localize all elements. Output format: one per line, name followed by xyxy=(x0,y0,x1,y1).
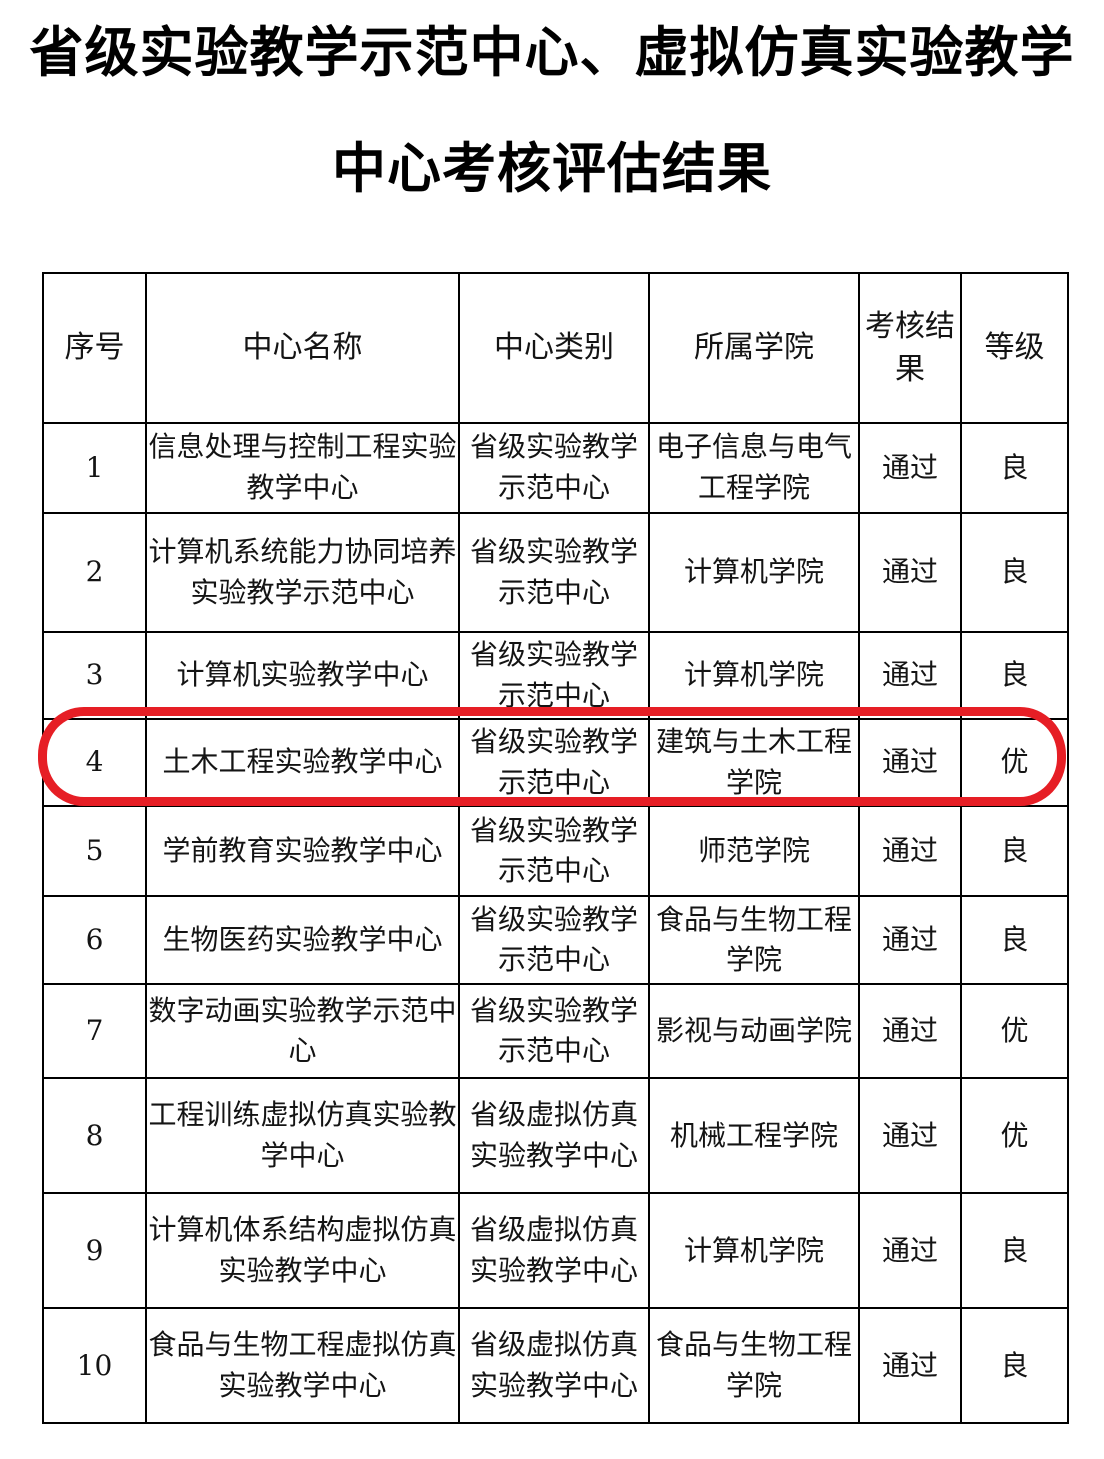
cell-college: 建筑与土木工程学院 xyxy=(648,718,860,808)
cell-grade: 良 xyxy=(960,895,1069,986)
cell-college: 食品与生物工程学院 xyxy=(648,1307,860,1425)
cell-result: 通过 xyxy=(858,630,962,721)
table-row-9: 9 计算机体系结构虚拟仿真实验教学中心 省级虚拟仿真实验教学中心 计算机学院 通… xyxy=(42,1192,1069,1310)
cell-no: 6 xyxy=(42,895,147,986)
cell-name: 数字动画实验教学示范中心 xyxy=(145,983,460,1080)
cell-result: 通过 xyxy=(858,1192,962,1310)
cell-category: 省级虚拟仿真实验教学中心 xyxy=(458,1077,650,1195)
page-title-line-1: 省级实验教学示范中心、虚拟仿真实验教学 xyxy=(29,21,1075,84)
cell-no: 3 xyxy=(42,630,147,721)
table-row-7: 7 数字动画实验教学示范中心 省级实验教学示范中心 影视与动画学院 通过 优 xyxy=(42,983,1069,1080)
table-row-8: 8 工程训练虚拟仿真实验教学中心 省级虚拟仿真实验教学中心 机械工程学院 通过 … xyxy=(42,1077,1069,1195)
cell-result: 通过 xyxy=(858,805,962,898)
cell-name: 工程训练虚拟仿真实验教学中心 xyxy=(145,1077,460,1195)
page-title-line-2: 中心考核评估结果 xyxy=(332,137,772,200)
cell-name: 食品与生物工程虚拟仿真实验教学中心 xyxy=(145,1307,460,1425)
cell-no: 1 xyxy=(42,422,147,514)
cell-category: 省级实验教学示范中心 xyxy=(458,512,650,633)
cell-name: 计算机系统能力协同培养实验教学示范中心 xyxy=(145,512,460,633)
cell-college: 机械工程学院 xyxy=(648,1077,860,1195)
cell-result: 通过 xyxy=(858,512,962,633)
cell-no: 4 xyxy=(42,718,147,808)
cell-grade: 优 xyxy=(960,1077,1069,1195)
cell-grade: 良 xyxy=(960,1192,1069,1310)
header-grade: 等级 xyxy=(960,272,1069,424)
cell-no: 7 xyxy=(42,983,147,1080)
cell-category: 省级实验教学示范中心 xyxy=(458,718,650,808)
cell-grade: 良 xyxy=(960,630,1069,721)
table-row-1: 1 信息处理与控制工程实验教学中心 省级实验教学示范中心 电子信息与电气工程学院… xyxy=(42,422,1069,514)
table-row-5: 5 学前教育实验教学中心 省级实验教学示范中心 师范学院 通过 良 xyxy=(42,805,1069,898)
header-name: 中心名称 xyxy=(145,272,460,424)
cell-grade: 良 xyxy=(960,1307,1069,1425)
cell-grade: 优 xyxy=(960,983,1069,1080)
header-result: 考核结果 xyxy=(858,272,962,424)
cell-result: 通过 xyxy=(858,1307,962,1425)
table-row-4-highlighted: 4 土木工程实验教学中心 省级实验教学示范中心 建筑与土木工程学院 通过 优 xyxy=(42,718,1069,808)
header-college: 所属学院 xyxy=(648,272,860,424)
cell-category: 省级实验教学示范中心 xyxy=(458,630,650,721)
cell-result: 通过 xyxy=(858,1077,962,1195)
cell-grade: 良 xyxy=(960,805,1069,898)
cell-grade: 良 xyxy=(960,512,1069,633)
cell-name: 学前教育实验教学中心 xyxy=(145,805,460,898)
cell-name: 计算机实验教学中心 xyxy=(145,630,460,721)
cell-category: 省级实验教学示范中心 xyxy=(458,422,650,514)
table-row-2: 2 计算机系统能力协同培养实验教学示范中心 省级实验教学示范中心 计算机学院 通… xyxy=(42,512,1069,633)
cell-name: 土木工程实验教学中心 xyxy=(145,718,460,808)
table-row-10: 10 食品与生物工程虚拟仿真实验教学中心 省级虚拟仿真实验教学中心 食品与生物工… xyxy=(42,1307,1069,1425)
cell-name: 计算机体系结构虚拟仿真实验教学中心 xyxy=(145,1192,460,1310)
cell-no: 8 xyxy=(42,1077,147,1195)
table-header-row: 序号 中心名称 中心类别 所属学院 考核结果 等级 xyxy=(42,272,1069,424)
cell-result: 通过 xyxy=(858,718,962,808)
cell-no: 9 xyxy=(42,1192,147,1310)
cell-college: 师范学院 xyxy=(648,805,860,898)
cell-result: 通过 xyxy=(858,422,962,514)
cell-category: 省级虚拟仿真实验教学中心 xyxy=(458,1192,650,1310)
page-title: 省级实验教学示范中心、虚拟仿真实验教学 中心考核评估结果 xyxy=(0,0,1104,196)
cell-name: 信息处理与控制工程实验教学中心 xyxy=(145,422,460,514)
cell-college: 电子信息与电气工程学院 xyxy=(648,422,860,514)
cell-category: 省级实验教学示范中心 xyxy=(458,983,650,1080)
header-category: 中心类别 xyxy=(458,272,650,424)
cell-result: 通过 xyxy=(858,895,962,986)
cell-college: 计算机学院 xyxy=(648,630,860,721)
cell-no: 5 xyxy=(42,805,147,898)
cell-college: 计算机学院 xyxy=(648,1192,860,1310)
cell-name: 生物医药实验教学中心 xyxy=(145,895,460,986)
table-row-3: 3 计算机实验教学中心 省级实验教学示范中心 计算机学院 通过 良 xyxy=(42,630,1069,721)
cell-category: 省级虚拟仿真实验教学中心 xyxy=(458,1307,650,1425)
cell-category: 省级实验教学示范中心 xyxy=(458,895,650,986)
cell-grade: 良 xyxy=(960,422,1069,514)
cell-college: 计算机学院 xyxy=(648,512,860,633)
cell-no: 2 xyxy=(42,512,147,633)
cell-grade: 优 xyxy=(960,718,1069,808)
cell-category: 省级实验教学示范中心 xyxy=(458,805,650,898)
cell-no: 10 xyxy=(42,1307,147,1425)
cell-college: 食品与生物工程学院 xyxy=(648,895,860,986)
header-no: 序号 xyxy=(42,272,147,424)
cell-result: 通过 xyxy=(858,983,962,1080)
assessment-results-table: 序号 中心名称 中心类别 所属学院 考核结果 等级 1 信息处理与控制工程实验教… xyxy=(42,272,1069,1425)
cell-college: 影视与动画学院 xyxy=(648,983,860,1080)
table-row-6: 6 生物医药实验教学中心 省级实验教学示范中心 食品与生物工程学院 通过 良 xyxy=(42,895,1069,986)
